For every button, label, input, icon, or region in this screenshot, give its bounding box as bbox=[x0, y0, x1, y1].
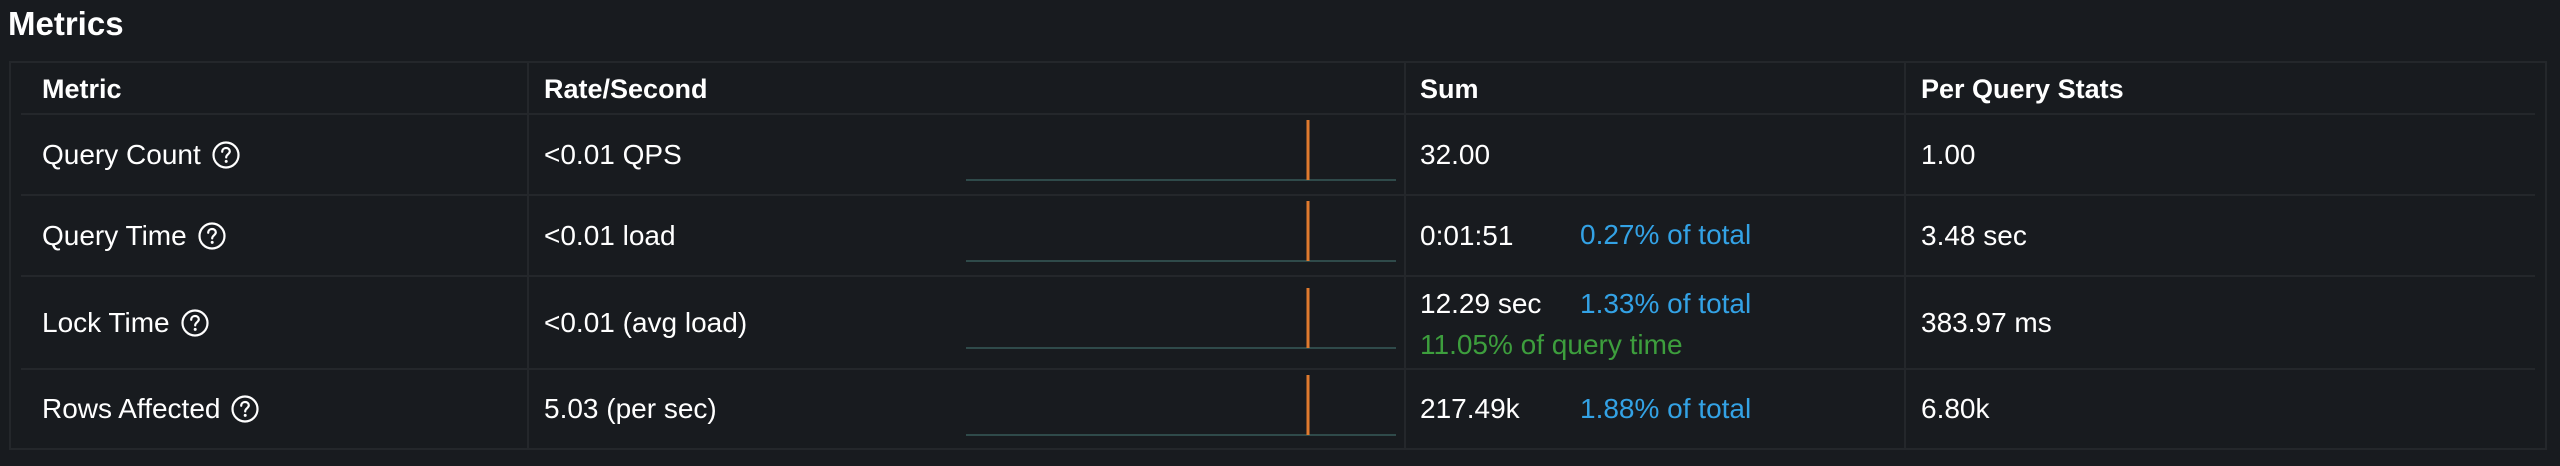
metric-label: Lock Time bbox=[42, 306, 170, 338]
row-divider bbox=[21, 194, 2535, 196]
sum-value: 32.00 bbox=[1420, 138, 1491, 170]
metrics-table: Metric Rate/Second Sum Per Query Stats Q… bbox=[9, 61, 2547, 450]
metric-label: Query Count bbox=[42, 138, 201, 170]
question-circle-icon[interactable] bbox=[230, 394, 260, 424]
header-sum: Sum bbox=[1420, 74, 1479, 104]
row-divider bbox=[21, 113, 2535, 115]
percent-of-total: 0.27% of total bbox=[1580, 219, 1752, 250]
header-rate: Rate/Second bbox=[544, 74, 708, 104]
sum-value: 12.29 sec bbox=[1420, 288, 1542, 319]
percent-of-total: 1.33% of total bbox=[1580, 288, 1752, 319]
question-circle-icon[interactable] bbox=[180, 308, 210, 338]
column-divider bbox=[1904, 63, 1906, 448]
rate-value: 5.03 (per sec) bbox=[544, 393, 717, 424]
page-title: Metrics bbox=[8, 5, 124, 42]
per-query-value: 1.00 bbox=[1921, 138, 1976, 170]
sum-value: 217.49k bbox=[1420, 393, 1520, 424]
rate-value: <0.01 QPS bbox=[544, 138, 682, 170]
sum-value: 0:01:51 bbox=[1420, 219, 1514, 251]
rate-value: <0.01 load bbox=[544, 219, 676, 251]
metric-label: Rows Affected bbox=[42, 393, 221, 424]
rate-sparkline bbox=[966, 201, 1396, 262]
rate-sparkline bbox=[966, 375, 1396, 436]
percent-of-total: 1.88% of total bbox=[1580, 393, 1752, 424]
question-circle-icon[interactable] bbox=[197, 221, 227, 251]
rate-sparkline bbox=[966, 288, 1396, 349]
per-query-value: 3.48 sec bbox=[1921, 219, 2027, 251]
per-query-value: 383.97 ms bbox=[1921, 306, 2052, 338]
rate-sparkline bbox=[966, 120, 1396, 181]
column-divider bbox=[527, 63, 529, 448]
row-divider bbox=[21, 275, 2535, 277]
header-per-query-stats: Per Query Stats bbox=[1921, 74, 2124, 104]
column-divider bbox=[1404, 63, 1406, 448]
per-query-value: 6.80k bbox=[1921, 393, 1990, 424]
rate-value: <0.01 (avg load) bbox=[544, 306, 748, 338]
row-divider bbox=[21, 368, 2535, 370]
percent-of-query-time: 11.05% of query time bbox=[1420, 329, 1683, 360]
metric-label: Query Time bbox=[42, 219, 187, 251]
header-metric: Metric bbox=[42, 74, 122, 104]
question-circle-icon[interactable] bbox=[211, 140, 241, 170]
